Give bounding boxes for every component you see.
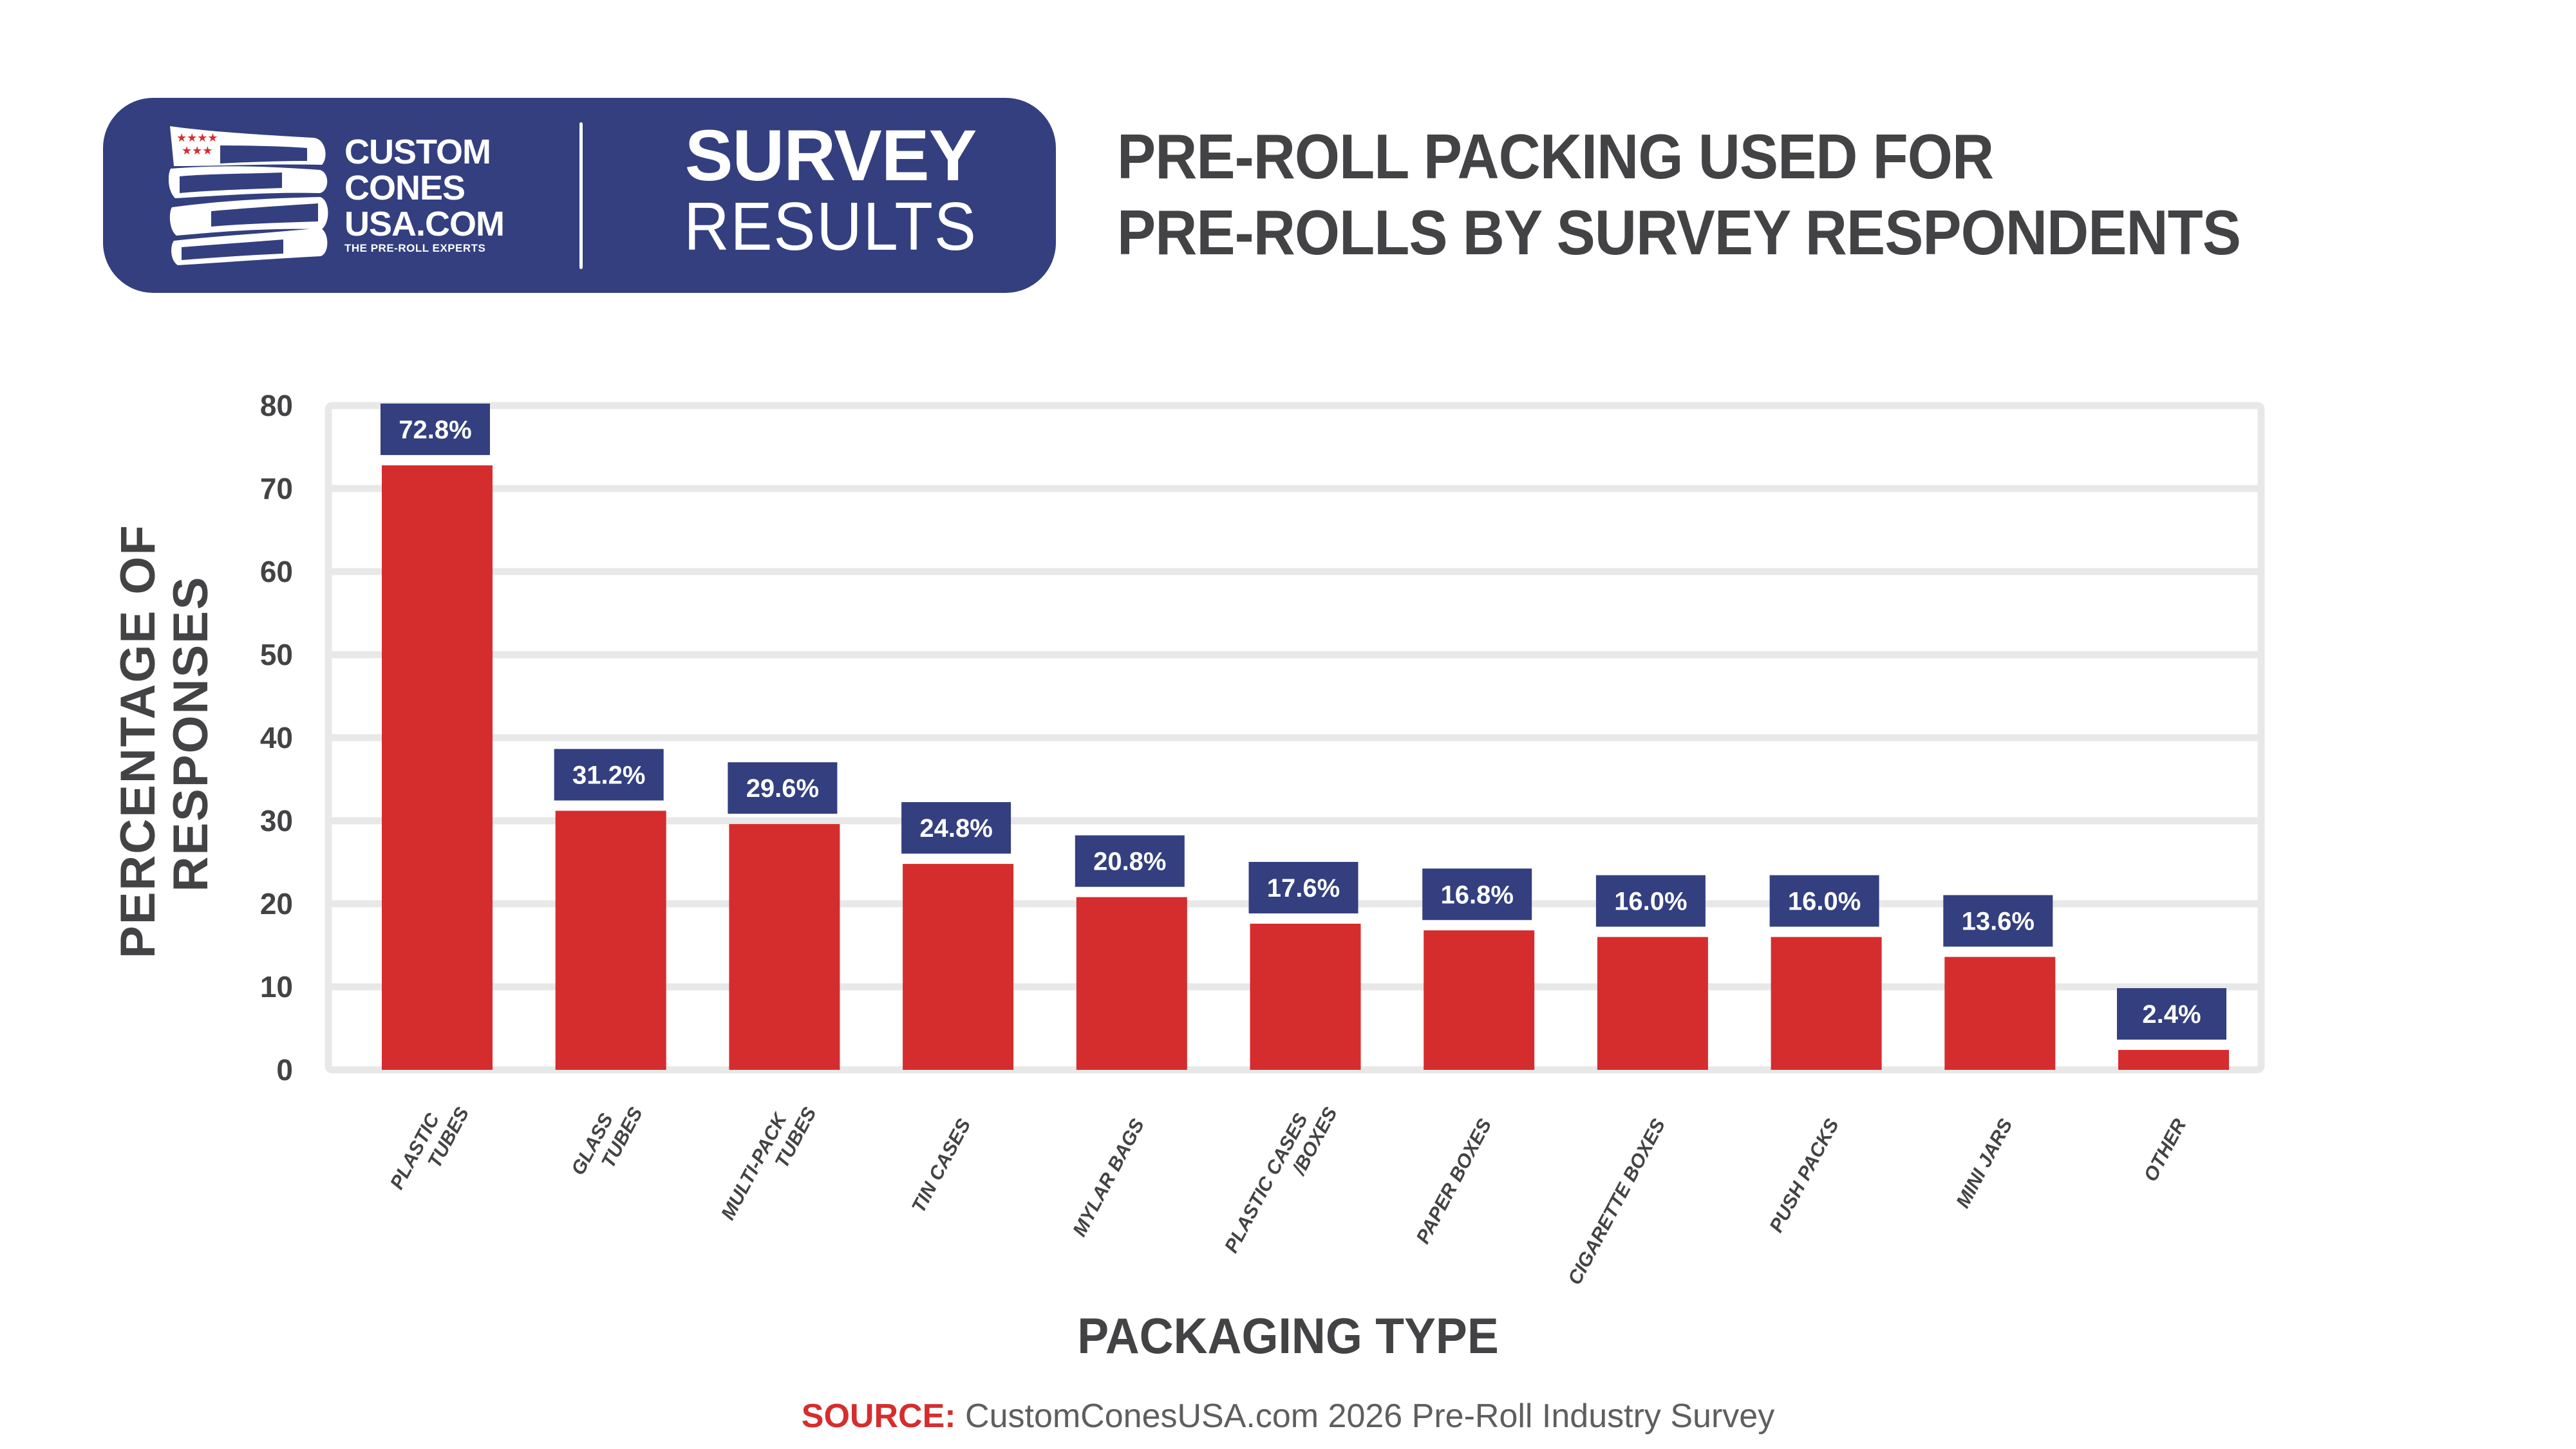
brand-line-3: USA.COM bbox=[344, 205, 505, 243]
x-tick-label: CIGARETTE BOXES bbox=[1564, 1116, 1669, 1289]
data-label: 20.8% bbox=[1093, 848, 1166, 876]
brand-line-1: CUSTOM bbox=[344, 133, 491, 171]
data-label: 16.8% bbox=[1440, 881, 1513, 909]
data-label: 31.2% bbox=[572, 762, 645, 790]
bar bbox=[1250, 923, 1361, 1070]
y-title-line-1: PERCENTAGE OF bbox=[111, 524, 165, 958]
data-label: 72.8% bbox=[399, 416, 471, 444]
data-label-box bbox=[1595, 875, 1706, 927]
data-label: 16.0% bbox=[1614, 888, 1687, 916]
y-tick-label: 80 bbox=[260, 389, 293, 422]
data-label-box bbox=[1769, 875, 1879, 927]
x-tick-label: PLASTIC CASES/BOXES bbox=[1221, 1104, 1342, 1257]
bar bbox=[555, 810, 666, 1070]
data-labels: 72.8% 31.2% 29.6% 24.8% 20.8% 17.6% 16.8% 16.0%… bbox=[381, 403, 2226, 1040]
source-note: SOURCE: CustomConesUSA.com 2026 Pre-Roll… bbox=[0, 1397, 2576, 1435]
bar bbox=[2118, 1050, 2229, 1070]
data-label: 29.6% bbox=[746, 774, 819, 803]
x-tick-line: OTHER bbox=[2140, 1115, 2191, 1184]
y-tick-label: 60 bbox=[260, 555, 293, 588]
svg-text:PERCENTAGE OF RESPONSES: PERCENTAGE OF RESPONSES bbox=[111, 509, 218, 958]
svg-text:★★★: ★★★ bbox=[182, 144, 212, 158]
bar bbox=[1771, 937, 1882, 1070]
y-tick-label: 40 bbox=[260, 721, 293, 754]
rolled-flag-tubes-icon: ★★★★ ★★★ bbox=[169, 126, 328, 265]
data-label-box bbox=[1075, 835, 1185, 887]
x-tick-label: MINI JARS bbox=[1952, 1116, 2017, 1211]
data-label-box bbox=[728, 762, 838, 814]
y-tick-label: 50 bbox=[260, 638, 293, 671]
brand-wordmark: CUSTOM CONES USA.COM THE PRE-ROLL EXPERT… bbox=[344, 133, 505, 255]
y-tick-label: 10 bbox=[260, 970, 293, 1004]
data-label: 24.8% bbox=[919, 814, 992, 843]
y-tick-label: 0 bbox=[276, 1053, 293, 1087]
x-tick-label: PUSH PACKS bbox=[1765, 1116, 1843, 1236]
x-tick-line: PLASTIC CASES bbox=[1221, 1110, 1312, 1256]
results-word: RESULTS bbox=[684, 189, 977, 265]
x-tick-line: PAPER BOXES bbox=[1413, 1116, 1496, 1248]
x-tick-line: TIN CASES bbox=[908, 1116, 975, 1217]
bar bbox=[729, 824, 840, 1070]
bar bbox=[1076, 897, 1187, 1070]
data-label-box bbox=[1422, 868, 1532, 921]
y-tick-labels: 0 10 20 30 40 50 60 70 80 bbox=[260, 389, 293, 1087]
data-label-box bbox=[381, 403, 490, 455]
x-tick-line: MINI JARS bbox=[1952, 1116, 2017, 1211]
y-tick-label: 30 bbox=[260, 804, 293, 837]
brand-tagline: THE PRE-ROLL EXPERTS bbox=[344, 242, 486, 254]
data-label-box bbox=[901, 802, 1011, 854]
badge-divider bbox=[579, 122, 583, 269]
bar bbox=[1597, 937, 1708, 1070]
y-axis-title: PERCENTAGE OF RESPONSES bbox=[111, 509, 218, 958]
bar bbox=[382, 465, 493, 1070]
brand-line-2: CONES bbox=[344, 169, 465, 207]
source-label: SOURCE: bbox=[801, 1398, 956, 1435]
data-label-box bbox=[554, 749, 664, 801]
title-line-1: PRE-ROLL PACKING USED FOR bbox=[1117, 121, 1994, 192]
data-label: 13.6% bbox=[1962, 908, 2035, 936]
data-label-box bbox=[2117, 988, 2226, 1040]
x-tick-label: PAPER BOXES bbox=[1413, 1116, 1496, 1248]
source-text: CustomConesUSA.com 2026 Pre-Roll Industr… bbox=[955, 1398, 1775, 1435]
data-label-box bbox=[1248, 861, 1359, 913]
survey-word: SURVEY bbox=[684, 115, 977, 196]
y-tick-label: 70 bbox=[260, 472, 293, 505]
x-tick-line: CIGARETTE BOXES bbox=[1564, 1116, 1669, 1289]
data-label-box bbox=[1943, 895, 2053, 947]
x-tick-label: MYLAR BAGS bbox=[1069, 1116, 1149, 1240]
data-label: 17.6% bbox=[1267, 874, 1340, 902]
x-axis-title: PACKAGING TYPE bbox=[1077, 1307, 1499, 1364]
bar bbox=[1424, 930, 1535, 1070]
bar bbox=[903, 864, 1014, 1070]
x-tick-label: OTHER bbox=[2140, 1115, 2191, 1184]
svg-text:★★★★: ★★★★ bbox=[176, 131, 218, 145]
x-tick-line: PUSH PACKS bbox=[1765, 1116, 1843, 1236]
y-title-line-2: RESPONSES bbox=[164, 575, 218, 892]
page-title: PRE-ROLL PACKING USED FOR PRE-ROLLS BY S… bbox=[1117, 121, 2338, 268]
bar bbox=[1944, 957, 2056, 1070]
title-line-2: PRE-ROLLS BY SURVEY RESPONDENTS bbox=[1117, 197, 2241, 268]
bars bbox=[382, 465, 2229, 1070]
x-tick-line: MYLAR BAGS bbox=[1069, 1116, 1149, 1240]
y-tick-label: 20 bbox=[260, 887, 293, 921]
data-label: 16.0% bbox=[1788, 888, 1861, 916]
x-tick-label: TIN CASES bbox=[908, 1116, 975, 1217]
gridlines bbox=[328, 485, 2261, 991]
data-label: 2.4% bbox=[2142, 1000, 2201, 1029]
